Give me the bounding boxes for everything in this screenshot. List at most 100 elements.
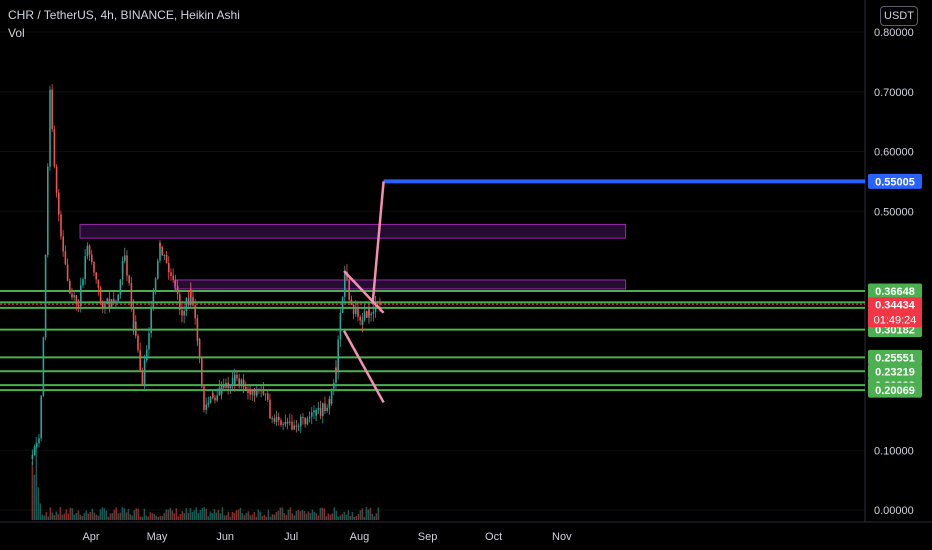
candle — [161, 246, 163, 256]
volume-bar — [71, 508, 74, 520]
volume-bar — [65, 509, 68, 520]
candle — [269, 399, 271, 419]
target-price-tag: 0.55005 — [875, 176, 915, 188]
volume-bar — [365, 507, 368, 520]
volume-bar — [267, 509, 270, 520]
volume-bar — [153, 514, 156, 520]
candle — [75, 295, 78, 305]
candle — [214, 397, 216, 401]
candle — [256, 389, 258, 396]
candle — [47, 166, 49, 256]
volume-bar — [269, 516, 272, 520]
candle — [42, 337, 45, 396]
volume-bar — [53, 515, 56, 520]
candle — [185, 297, 188, 312]
candle — [275, 416, 278, 422]
chart-legend: CHR / TetherUS, 4h, BINANCE, Heikin Ashi… — [8, 8, 240, 40]
target-price-tag-bg — [868, 173, 922, 189]
candle — [40, 395, 42, 439]
volume-bar — [313, 511, 316, 520]
volume-bar — [359, 510, 362, 520]
candle — [84, 256, 86, 280]
candle — [227, 382, 229, 389]
volume-bar — [99, 509, 102, 520]
candle — [209, 396, 212, 403]
volume-bar — [113, 509, 116, 520]
level-price-tag-bg — [868, 283, 922, 299]
volume-bar — [205, 508, 208, 520]
candle — [240, 379, 243, 387]
volume-bar — [169, 507, 172, 520]
candle — [194, 305, 196, 319]
volume-bar — [61, 514, 64, 520]
candle — [339, 312, 342, 340]
candle — [115, 301, 117, 304]
candle — [91, 254, 93, 262]
volume-bar — [183, 513, 186, 520]
level-price-tag-bg — [868, 382, 922, 398]
currency-button[interactable]: USDT — [880, 6, 918, 26]
candle — [317, 407, 320, 411]
volume-bar — [175, 508, 178, 520]
volume-bar — [181, 510, 184, 520]
candle — [159, 242, 161, 261]
volume-bar — [331, 513, 334, 520]
volume-bar — [299, 511, 302, 520]
volume-bar — [335, 510, 338, 520]
volume-bar — [79, 514, 82, 520]
volume-bar — [63, 513, 66, 520]
candle — [308, 416, 311, 419]
volume-bar — [363, 516, 366, 520]
volume-bar — [81, 516, 84, 520]
volume-bar — [93, 512, 96, 520]
candle — [218, 387, 221, 396]
candle — [242, 379, 245, 388]
volume-bar — [171, 510, 174, 520]
volume-label: Vol — [8, 26, 25, 40]
candle — [278, 416, 280, 421]
volume-bar — [55, 511, 58, 520]
volume-bar — [51, 512, 54, 520]
candle — [55, 166, 58, 193]
candle — [368, 308, 370, 316]
volume-bar — [189, 508, 192, 520]
volume-bar — [235, 510, 238, 520]
volume-bar — [101, 507, 104, 520]
volume-bar — [107, 516, 110, 520]
price-tick-label: 0.10000 — [874, 445, 914, 457]
symbol-title[interactable]: CHR / TetherUS, 4h, BINANCE, Heikin Ashi — [8, 8, 240, 22]
candle — [231, 377, 234, 385]
time-tick-label: May — [147, 531, 168, 543]
volume-bar — [213, 509, 216, 520]
volume-bar — [245, 512, 248, 520]
candle — [148, 332, 150, 350]
candle — [284, 422, 287, 424]
candle — [113, 299, 115, 304]
volume-bar — [329, 514, 332, 520]
volume-bar — [251, 514, 254, 520]
volume-bar — [209, 511, 212, 520]
volume-bar — [301, 509, 304, 520]
candle — [326, 407, 328, 411]
volume-bar — [57, 514, 60, 520]
candle — [253, 390, 256, 396]
volume-bar — [307, 511, 310, 520]
candle — [344, 271, 346, 297]
candle — [31, 454, 34, 460]
candle — [170, 272, 172, 276]
volume-bar — [125, 512, 128, 520]
candle — [150, 315, 152, 333]
candle — [80, 285, 82, 306]
candle — [319, 407, 322, 416]
volume-bar — [105, 510, 108, 520]
candle — [143, 360, 146, 385]
candle — [363, 311, 366, 320]
candle — [196, 338, 199, 341]
volume-bar — [373, 516, 376, 520]
candle — [36, 443, 38, 447]
projection-path — [371, 181, 385, 304]
candle — [260, 389, 262, 391]
candle — [33, 446, 36, 455]
candle — [99, 287, 102, 303]
